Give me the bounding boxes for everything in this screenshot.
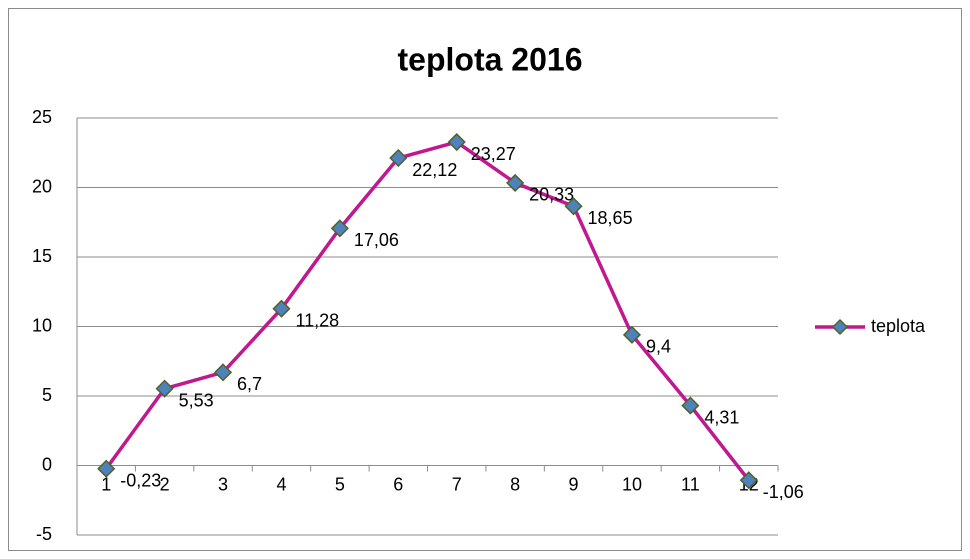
marker	[447, 132, 466, 152]
marker	[330, 219, 349, 238]
data-label: -0,23	[120, 470, 161, 490]
data-label: 20,33	[529, 185, 574, 205]
y-tick-label: 20	[32, 176, 52, 196]
data-label: -1,06	[763, 482, 804, 502]
marker	[389, 148, 408, 168]
x-tick-label: 6	[393, 474, 403, 494]
y-tick-label: 25	[32, 107, 52, 127]
x-tick-label: 1	[101, 474, 111, 494]
series-line	[104, 140, 751, 482]
x-tick-label: 2	[160, 474, 170, 494]
data-label: 5,53	[179, 390, 214, 410]
data-label: 6,7	[237, 374, 262, 394]
y-tick-label: 0	[42, 454, 52, 474]
marker	[97, 459, 116, 478]
legend-marker	[831, 318, 849, 336]
marker	[622, 325, 642, 344]
data-label: 11,28	[295, 310, 339, 330]
data-label: 18,65	[588, 208, 633, 228]
marker	[272, 299, 291, 318]
x-tick-label: 3	[218, 474, 228, 494]
y-tick-label: -5	[36, 524, 52, 544]
marker	[681, 396, 700, 415]
x-tick-label: 4	[276, 474, 286, 494]
chart-title: teplota 2016	[398, 41, 583, 77]
x-tick-label: 8	[510, 474, 520, 494]
y-tick-label: 15	[32, 246, 52, 266]
x-tick-label: 7	[452, 474, 462, 494]
chart-border	[8, 8, 962, 551]
x-tick-label: 9	[569, 474, 579, 494]
marker	[155, 379, 174, 398]
y-tick-label: 10	[32, 315, 52, 335]
marker	[213, 363, 233, 382]
data-label: 22,12	[412, 160, 457, 180]
data-label: 23,27	[471, 144, 516, 164]
data-label: 4,31	[704, 407, 739, 427]
data-label: 17,06	[354, 230, 399, 250]
x-tick-label: 11	[681, 474, 700, 494]
x-tick-label: 5	[335, 474, 345, 494]
marker	[506, 173, 525, 192]
marker	[739, 471, 758, 490]
x-tick-label: 10	[622, 474, 642, 494]
legend-label: teplota	[871, 316, 926, 336]
data-label: 9,4	[646, 337, 671, 357]
y-tick-label: 5	[42, 385, 52, 405]
marker	[564, 197, 583, 216]
